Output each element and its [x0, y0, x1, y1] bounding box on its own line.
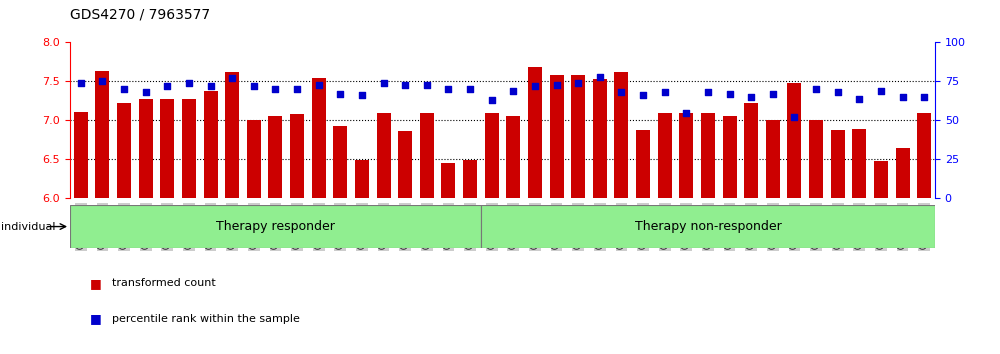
Bar: [571, 75, 585, 198]
Bar: [182, 98, 196, 198]
Point: [678, 110, 694, 115]
Text: Therapy responder: Therapy responder: [216, 220, 335, 233]
Point: [73, 80, 89, 86]
Bar: [139, 98, 153, 198]
Point: [267, 86, 283, 92]
Point: [159, 83, 175, 89]
Bar: [70, 205, 481, 248]
Bar: [95, 71, 109, 198]
Bar: [441, 163, 455, 198]
Bar: [420, 113, 434, 198]
Text: percentile rank within the sample: percentile rank within the sample: [112, 314, 300, 324]
Point: [808, 86, 824, 92]
Point: [765, 91, 781, 97]
Bar: [723, 116, 737, 198]
Point: [419, 82, 435, 87]
Bar: [463, 160, 477, 198]
Bar: [74, 112, 88, 198]
Point: [203, 83, 219, 89]
Bar: [225, 72, 239, 198]
Bar: [636, 131, 650, 198]
Bar: [355, 160, 369, 198]
Text: ■: ■: [90, 312, 102, 325]
Point: [94, 79, 110, 84]
Bar: [917, 113, 931, 198]
Bar: [679, 113, 693, 198]
Bar: [528, 67, 542, 198]
Point: [484, 97, 500, 103]
Point: [181, 80, 197, 86]
Point: [700, 90, 716, 95]
Point: [332, 91, 348, 97]
Bar: [117, 103, 131, 198]
Bar: [831, 130, 845, 198]
Point: [830, 90, 846, 95]
Point: [246, 83, 262, 89]
Point: [613, 90, 629, 95]
Point: [786, 114, 802, 120]
Point: [570, 80, 586, 86]
Bar: [787, 83, 801, 198]
Point: [895, 94, 911, 100]
Text: GDS4270 / 7963577: GDS4270 / 7963577: [70, 7, 210, 21]
Point: [743, 94, 759, 100]
Bar: [481, 205, 935, 248]
Bar: [268, 116, 282, 198]
Bar: [333, 126, 347, 198]
Point: [224, 75, 240, 81]
Point: [376, 80, 392, 86]
Point: [440, 86, 456, 92]
Text: individual: individual: [1, 222, 56, 232]
Point: [311, 82, 327, 87]
Bar: [593, 79, 607, 198]
Point: [916, 94, 932, 100]
Point: [354, 93, 370, 98]
Text: ■: ■: [90, 277, 102, 290]
Bar: [550, 75, 564, 198]
Bar: [290, 114, 304, 198]
Point: [722, 91, 738, 97]
Bar: [247, 120, 261, 198]
Bar: [744, 103, 758, 198]
Bar: [852, 129, 866, 198]
Bar: [701, 113, 715, 198]
Point: [635, 93, 651, 98]
Point: [592, 74, 608, 80]
Bar: [896, 148, 910, 198]
Bar: [874, 161, 888, 198]
Point: [657, 90, 673, 95]
Bar: [160, 98, 174, 198]
Bar: [398, 131, 412, 198]
Text: Therapy non-responder: Therapy non-responder: [635, 220, 781, 233]
Point: [527, 83, 543, 89]
Bar: [485, 113, 499, 198]
Point: [549, 82, 565, 87]
Bar: [312, 78, 326, 198]
Bar: [614, 72, 628, 198]
Point: [138, 90, 154, 95]
Bar: [204, 91, 218, 198]
Point: [462, 86, 478, 92]
Bar: [506, 116, 520, 198]
Bar: [377, 113, 391, 198]
Point: [397, 82, 413, 87]
Point: [505, 88, 521, 93]
Bar: [766, 120, 780, 198]
Bar: [658, 113, 672, 198]
Point: [873, 88, 889, 93]
Point: [116, 86, 132, 92]
Point: [851, 96, 867, 101]
Text: transformed count: transformed count: [112, 278, 216, 288]
Bar: [809, 120, 823, 198]
Point: [289, 86, 305, 92]
